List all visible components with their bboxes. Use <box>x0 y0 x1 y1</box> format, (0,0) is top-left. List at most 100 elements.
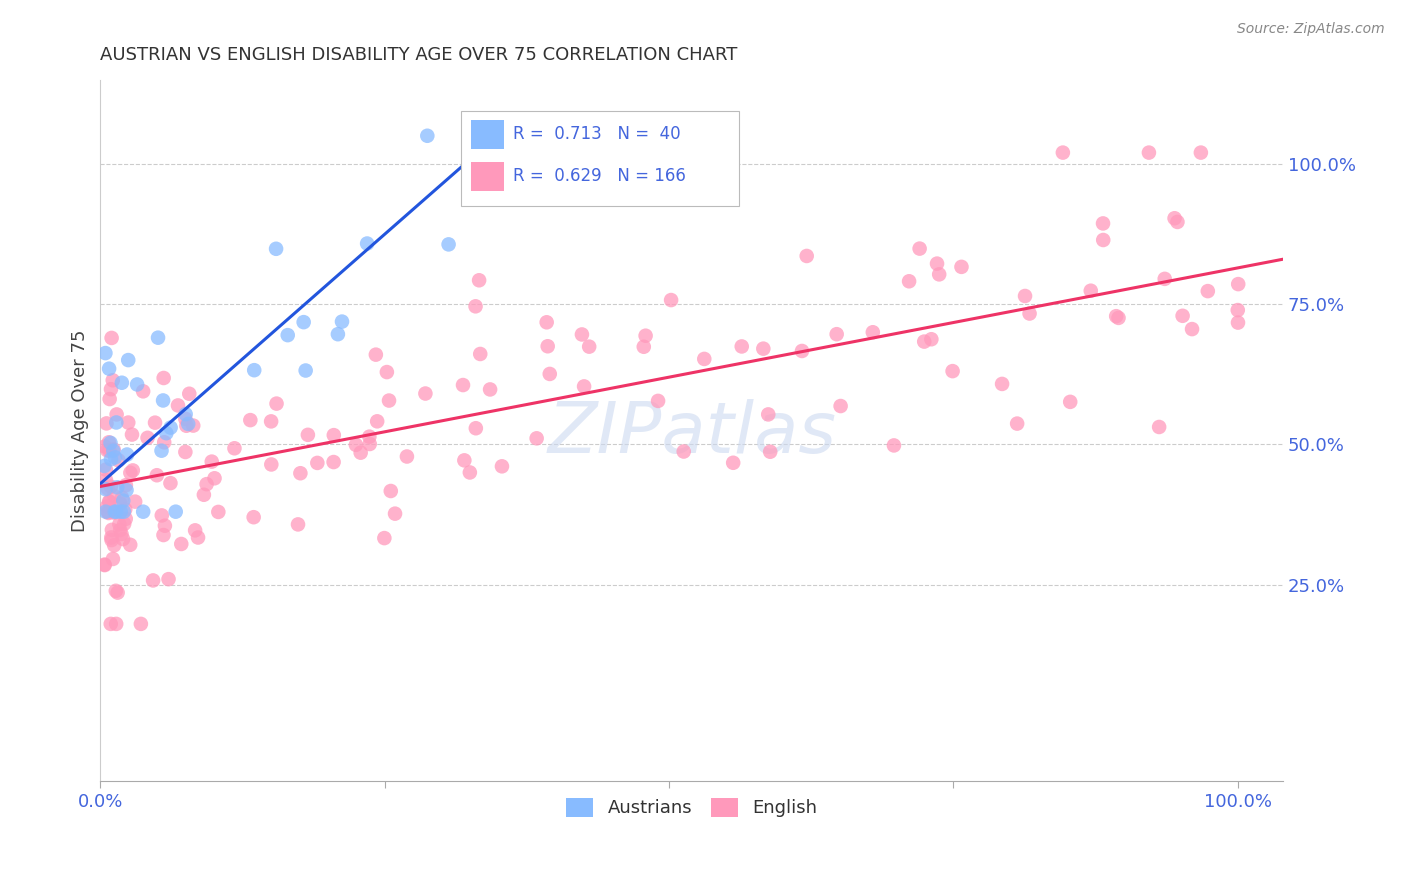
Point <box>174 445 197 459</box>
Point <box>693 351 716 366</box>
Point <box>359 437 381 451</box>
Point <box>157 572 180 586</box>
Point <box>384 507 406 521</box>
Point <box>105 616 128 631</box>
Point <box>103 506 125 520</box>
Point <box>152 393 174 408</box>
Point <box>98 361 121 376</box>
Point <box>356 236 378 251</box>
Point <box>159 476 181 491</box>
Point <box>1018 306 1040 320</box>
Point <box>464 421 486 435</box>
Point <box>830 399 852 413</box>
Point <box>538 367 561 381</box>
Point <box>721 456 744 470</box>
Point <box>395 450 418 464</box>
Point <box>415 386 437 401</box>
Point <box>115 478 138 492</box>
Point <box>124 494 146 508</box>
Point <box>101 523 124 537</box>
Point <box>150 443 173 458</box>
Point <box>1227 316 1250 330</box>
Point <box>115 448 138 462</box>
Point <box>1181 322 1204 336</box>
Point <box>491 459 513 474</box>
Point <box>104 450 127 465</box>
Point <box>143 416 166 430</box>
Point <box>928 268 950 282</box>
Point <box>132 384 155 399</box>
Point <box>1014 289 1036 303</box>
Point <box>174 412 197 426</box>
Point <box>94 346 117 360</box>
Point <box>121 463 143 477</box>
Point <box>96 417 118 431</box>
Point <box>470 347 492 361</box>
Point <box>120 466 142 480</box>
Point <box>825 327 848 342</box>
Point <box>239 413 262 427</box>
FancyBboxPatch shape <box>471 161 503 191</box>
Text: AUSTRIAN VS ENGLISH DISABILITY AGE OVER 75 CORRELATION CHART: AUSTRIAN VS ENGLISH DISABILITY AGE OVER … <box>100 46 738 64</box>
Point <box>950 260 973 274</box>
Point <box>152 371 174 385</box>
Point <box>97 482 120 496</box>
Point <box>107 453 129 467</box>
Point <box>633 340 655 354</box>
Point <box>103 442 125 457</box>
Point <box>108 523 131 537</box>
Point <box>277 328 299 343</box>
Point <box>1197 284 1219 298</box>
Point <box>537 339 560 353</box>
Point <box>100 382 122 396</box>
Point <box>375 365 398 379</box>
Point <box>121 427 143 442</box>
Point <box>572 379 595 393</box>
Point <box>359 430 381 444</box>
Point <box>1153 272 1175 286</box>
Point <box>287 517 309 532</box>
Point <box>111 376 134 390</box>
Text: R =  0.713   N =  40: R = 0.713 N = 40 <box>513 126 681 144</box>
Point <box>759 444 782 458</box>
Point <box>96 500 118 514</box>
Point <box>101 373 124 387</box>
Point <box>110 527 132 541</box>
Point <box>103 489 125 503</box>
Point <box>100 533 122 547</box>
Point <box>659 293 682 307</box>
Point <box>120 538 142 552</box>
Legend: Austrians, English: Austrians, English <box>560 791 824 824</box>
Point <box>1171 309 1194 323</box>
Point <box>201 455 224 469</box>
Point <box>326 327 349 342</box>
Point <box>104 505 127 519</box>
Point <box>187 531 209 545</box>
Point <box>153 518 176 533</box>
Point <box>862 325 884 339</box>
Point <box>920 332 942 346</box>
Y-axis label: Disability Age Over 75: Disability Age Over 75 <box>72 329 89 532</box>
Point <box>181 418 204 433</box>
Point <box>883 438 905 452</box>
Point <box>136 431 159 445</box>
Point <box>96 443 118 458</box>
Point <box>925 257 948 271</box>
Point <box>146 468 169 483</box>
Point <box>97 435 120 450</box>
Point <box>167 399 190 413</box>
Point <box>1226 303 1249 318</box>
Point <box>98 443 121 458</box>
Point <box>112 505 135 519</box>
FancyBboxPatch shape <box>461 112 740 206</box>
Point <box>176 418 198 433</box>
Point <box>170 537 193 551</box>
Point <box>100 616 122 631</box>
Point <box>350 445 373 459</box>
Point <box>1092 233 1115 247</box>
Point <box>1189 145 1212 160</box>
Point <box>264 242 287 256</box>
Point <box>98 392 121 406</box>
Point <box>93 458 115 473</box>
Point <box>207 505 229 519</box>
